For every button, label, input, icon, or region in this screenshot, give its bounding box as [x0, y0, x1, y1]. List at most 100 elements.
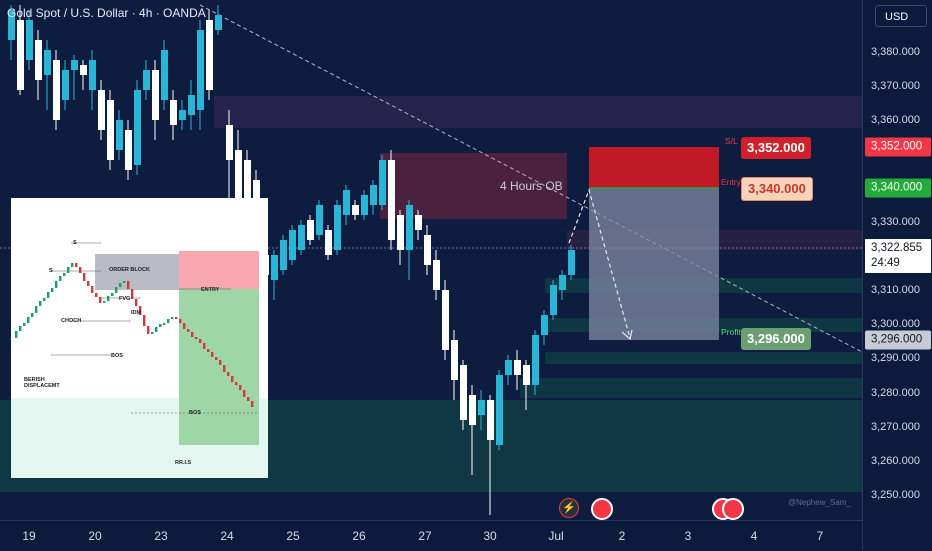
candle-body [116, 120, 123, 150]
price-tick: 3,380.000 [871, 46, 920, 58]
inset-displacement-label: DISPLACEMT [24, 383, 60, 389]
candle-body [334, 205, 341, 250]
candle-body [215, 15, 222, 30]
inset-candle [143, 315, 146, 326]
inset-candle [31, 313, 34, 317]
price-tick: 3,250.000 [871, 489, 920, 501]
inset-candle [67, 267, 70, 273]
time-tick: 26 [352, 529, 366, 543]
price-tick: 3,370.000 [871, 80, 920, 92]
inset-candle [227, 372, 230, 376]
candle-body [17, 20, 24, 90]
inset-candle [219, 360, 222, 365]
candle-body [161, 50, 168, 100]
inset-candle [63, 273, 66, 276]
candle-body [478, 400, 485, 415]
currency-button[interactable]: USD [875, 5, 927, 27]
stop-loss-box [589, 147, 719, 188]
inset-order-block-label: ORDER BLOCK [109, 267, 150, 273]
candle-body [424, 235, 431, 265]
price-axis[interactable]: USD 3,380.000 3,370.000 3,360.000 3,330.… [862, 0, 932, 550]
candle-body [460, 365, 467, 420]
inset-candle [71, 263, 74, 267]
candle-body [197, 30, 204, 110]
candle-body [125, 130, 132, 170]
chart-area[interactable]: Gold Spot / U.S. Dollar · 4h · OANDA 4 H… [0, 0, 862, 520]
candle-body [44, 50, 51, 75]
inset-candle [179, 319, 182, 323]
candle-body [226, 125, 233, 160]
candle-body [433, 260, 440, 290]
candle-body [307, 220, 314, 240]
candle-body [179, 110, 186, 120]
inset-candle [151, 332, 154, 334]
inset-candle [211, 352, 214, 357]
price-tick: 3,310.000 [871, 284, 920, 296]
candle-body [298, 225, 305, 250]
candle-body [451, 340, 458, 380]
candle-body [406, 205, 413, 250]
price-tick: 3,280.000 [871, 387, 920, 399]
inset-candle [19, 326, 22, 331]
inset-candle [87, 281, 90, 286]
candle-body [361, 195, 368, 215]
inset-candle [199, 339, 202, 343]
inset-candle [131, 289, 134, 299]
candle-body [469, 395, 476, 425]
inset-rris-label: RR.I.S [175, 460, 192, 466]
candle-body [523, 365, 530, 385]
strategy-inset-image: ORDER BLOCK ENTRY FVG IDM CHOCH BOS BOS … [11, 198, 268, 478]
trendline [199, 4, 862, 353]
inset-candle [235, 382, 238, 385]
inset-candle [187, 329, 190, 332]
inset-candle [111, 293, 114, 296]
event-flash-icon[interactable]: ⚡ [559, 498, 579, 518]
inset-candle [171, 317, 174, 319]
profit-price-tag: 3,296.000 [741, 328, 811, 350]
event-us-flag-icon-1[interactable] [591, 498, 613, 520]
inset-candle [243, 390, 246, 397]
current-price-value: 3,322.855 [871, 242, 923, 254]
candle-body [514, 360, 521, 375]
candle-body [80, 65, 87, 75]
candle-body [188, 95, 195, 115]
candle-body [271, 255, 278, 280]
ob-zone-label: 4 Hours OB [500, 179, 563, 193]
inset-candle [163, 323, 166, 325]
inset-candle [215, 357, 218, 360]
candle-body [496, 375, 503, 445]
time-tick: 24 [220, 529, 234, 543]
inset-candle [75, 263, 78, 267]
inset-candles [15, 263, 254, 407]
inset-s2-label: S [73, 240, 77, 246]
entry-price-tag: 3,340.000 [741, 177, 813, 201]
candle-body [487, 400, 494, 440]
inset-fvg-label: FVG [119, 296, 131, 302]
time-axis[interactable]: 19 20 23 24 25 26 27 30 Jul 2 3 4 7 [0, 520, 862, 551]
inset-bos1-label: BOS [111, 353, 123, 359]
inset-candle [47, 292, 50, 298]
inset-candle [175, 317, 178, 319]
candle-body [415, 215, 422, 230]
time-tick: 7 [816, 529, 824, 543]
candle-body [89, 60, 96, 90]
inset-candle [203, 343, 206, 349]
inset-candle [251, 401, 254, 407]
price-tick: 3,270.000 [871, 421, 920, 433]
candle-body [559, 275, 566, 290]
candle-body [325, 230, 332, 255]
profit-axis-label: 3,296.000 [865, 330, 931, 350]
candle-body [505, 360, 512, 375]
inset-idm-label: IDM [131, 310, 142, 316]
inset-candle [43, 298, 46, 301]
candle-body [107, 100, 114, 160]
price-tick: 3,260.000 [871, 455, 920, 467]
sl-price-tag: 3,352.000 [741, 137, 811, 159]
inset-order-block [95, 254, 183, 290]
sl-axis-label: 3,352.000 [865, 137, 931, 157]
candle-body [62, 70, 69, 100]
candle-body [550, 285, 557, 315]
projection-arrowhead [621, 329, 633, 341]
event-us-flag-icon-3[interactable] [722, 498, 744, 520]
candle-body [316, 205, 323, 235]
